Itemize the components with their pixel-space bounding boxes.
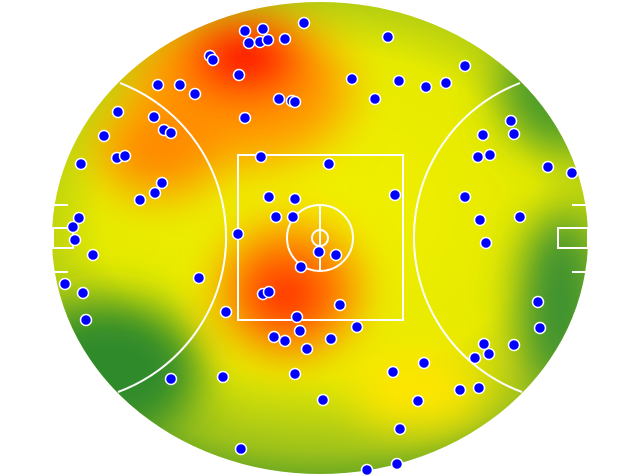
point (188, 87, 202, 101)
point (533, 321, 547, 335)
point (453, 383, 467, 397)
point (232, 68, 246, 82)
point (316, 393, 330, 407)
point (155, 176, 169, 190)
point (256, 22, 270, 36)
point (392, 74, 406, 88)
point (238, 24, 252, 38)
point (541, 160, 555, 174)
point (216, 370, 230, 384)
point (458, 59, 472, 73)
point (386, 365, 400, 379)
point (147, 110, 161, 124)
point (262, 190, 276, 204)
point (76, 286, 90, 300)
point (254, 150, 268, 164)
point (286, 210, 300, 224)
point (513, 210, 527, 224)
point (97, 129, 111, 143)
point (86, 248, 100, 262)
point (164, 372, 178, 386)
point (173, 78, 187, 92)
point (74, 157, 88, 171)
point (111, 105, 125, 119)
point (231, 227, 245, 241)
point (345, 72, 359, 86)
point (234, 442, 248, 456)
point (458, 190, 472, 204)
point (238, 111, 252, 125)
point (68, 233, 82, 247)
point (476, 128, 490, 142)
point (219, 305, 233, 319)
point (333, 298, 347, 312)
point (272, 92, 286, 106)
point (350, 320, 364, 334)
point (482, 347, 496, 361)
point (288, 192, 302, 206)
point (393, 422, 407, 436)
point (471, 150, 485, 164)
point (473, 213, 487, 227)
point (381, 30, 395, 44)
point (118, 149, 132, 163)
point (151, 78, 165, 92)
point (477, 337, 491, 351)
point (261, 33, 275, 47)
point (133, 193, 147, 207)
point (419, 80, 433, 94)
point (278, 334, 292, 348)
point (262, 285, 276, 299)
point (388, 188, 402, 202)
point (531, 295, 545, 309)
point (360, 463, 374, 476)
point (565, 166, 579, 180)
point (267, 330, 281, 344)
point (439, 76, 453, 90)
point (479, 236, 493, 250)
point (329, 248, 343, 262)
point (278, 32, 292, 46)
point (206, 53, 220, 67)
point (411, 394, 425, 408)
point (368, 92, 382, 106)
point (390, 457, 404, 471)
point (324, 332, 338, 346)
point (58, 277, 72, 291)
point (293, 324, 307, 338)
point (164, 126, 178, 140)
point (288, 367, 302, 381)
point (192, 271, 206, 285)
point (294, 260, 308, 274)
point (242, 36, 256, 50)
point (504, 114, 518, 128)
point (297, 16, 311, 30)
point (322, 157, 336, 171)
point (288, 95, 302, 109)
point (66, 220, 80, 234)
point (417, 356, 431, 370)
point (72, 211, 86, 225)
point (79, 313, 93, 327)
point (269, 210, 283, 224)
point (290, 310, 304, 324)
points (58, 16, 579, 476)
point (300, 342, 314, 356)
point (312, 245, 326, 259)
point (507, 338, 521, 352)
point (507, 127, 521, 141)
point (468, 351, 482, 365)
point (472, 381, 486, 395)
point (483, 148, 497, 162)
point (148, 186, 162, 200)
